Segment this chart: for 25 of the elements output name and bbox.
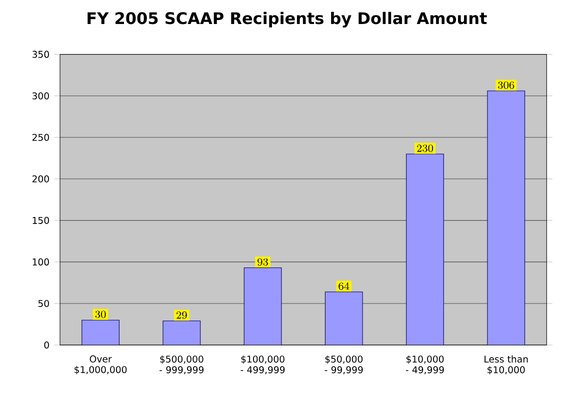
x-tick-label: $500,000 - 999,999 <box>160 355 204 374</box>
y-tick-label: 100 <box>32 258 49 266</box>
bar <box>324 292 363 345</box>
data-label: 230 <box>417 144 434 152</box>
data-label: 30 <box>95 310 106 318</box>
data-label: 93 <box>258 258 268 266</box>
y-tick-label: 50 <box>38 300 49 307</box>
y-tick-label: 200 <box>32 175 49 182</box>
data-label: 29 <box>176 312 187 319</box>
bar <box>82 320 120 345</box>
data-label: 64 <box>338 282 350 290</box>
y-tick-label: 350 <box>32 50 49 58</box>
x-tick-label: $50,000 - 99,999 <box>324 355 363 374</box>
bar <box>244 267 282 345</box>
data-label: 306 <box>498 82 514 89</box>
x-tick-label: Less than $10,000 <box>484 355 528 375</box>
y-tick-label: 0 <box>44 341 49 349</box>
x-tick-label: $10,000 - 49,999 <box>406 355 444 374</box>
bar <box>162 320 201 345</box>
y-tick-label: 300 <box>32 92 49 100</box>
chart-title: FY 2005 SCAAP Recipients by Dollar Amount <box>88 12 487 28</box>
x-tick-label: Over $1,000,000 <box>74 355 127 374</box>
x-tick-label: $100,000 - 499,999 <box>240 355 285 374</box>
y-tick-label: 150 <box>32 216 49 224</box>
y-tick-label: 250 <box>32 134 49 141</box>
